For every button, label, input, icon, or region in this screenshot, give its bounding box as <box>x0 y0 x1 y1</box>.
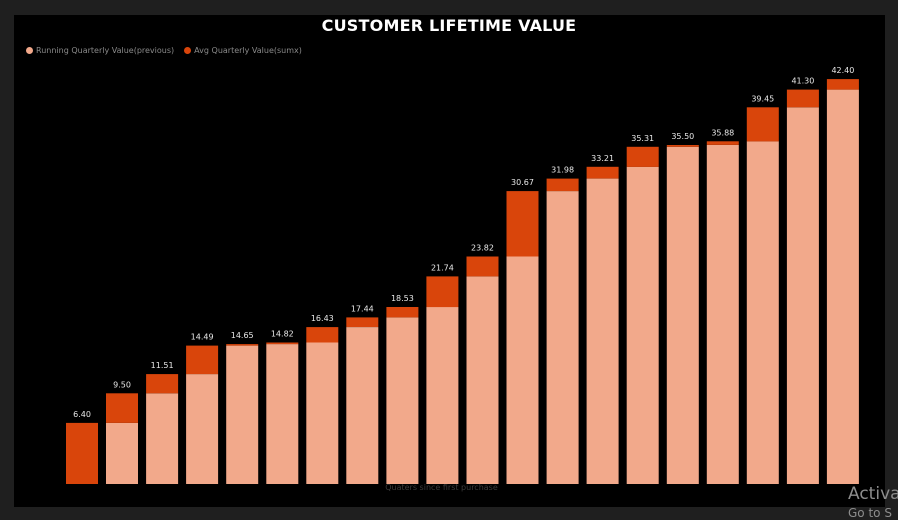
bar-running-segment[interactable] <box>746 141 779 485</box>
bar-running-segment[interactable] <box>786 107 819 485</box>
activation-watermark: Activa <box>848 484 898 504</box>
bar-total-label: 14.65 <box>231 331 254 340</box>
legend-item-avg[interactable]: Avg Quarterly Value(sumx) <box>184 46 302 55</box>
bar-running-segment[interactable] <box>506 256 539 485</box>
bar-total-label: 42.40 <box>831 66 854 75</box>
bar-total-label: 11.51 <box>151 361 174 370</box>
bar-total-label: 35.50 <box>671 132 694 141</box>
bar-avg-segment[interactable] <box>146 374 179 394</box>
bar-avg-segment[interactable] <box>586 166 619 179</box>
bar-total-label: 30.67 <box>511 178 534 187</box>
bar-total-label: 35.31 <box>631 134 654 143</box>
bar-avg-segment[interactable] <box>186 345 219 375</box>
bar-running-segment[interactable] <box>346 327 379 484</box>
bar-total-label: 18.53 <box>391 294 414 303</box>
bar-total-label: 14.82 <box>271 330 294 339</box>
bar-total-label: 16.43 <box>311 314 334 323</box>
bar-avg-segment[interactable] <box>706 141 739 145</box>
bar-running-segment[interactable] <box>626 166 659 485</box>
bar-running-segment[interactable] <box>546 191 579 484</box>
bar-avg-segment[interactable] <box>826 79 859 90</box>
bar-total-label: 14.49 <box>191 333 214 342</box>
x-axis-label: Quaters since first purchase <box>385 483 498 492</box>
bar-avg-segment[interactable] <box>106 393 138 423</box>
bar-running-segment[interactable] <box>186 374 219 484</box>
legend-marker-avg <box>184 46 192 54</box>
legend-label-avg: Avg Quarterly Value(sumx) <box>194 45 302 55</box>
bar-running-segment[interactable] <box>666 146 699 485</box>
bar-total-label: 21.74 <box>431 263 454 272</box>
bar-avg-segment[interactable] <box>666 145 699 147</box>
bar-running-segment[interactable] <box>106 422 138 484</box>
bar-avg-segment[interactable] <box>626 146 659 167</box>
chart-legend: Running Quarterly Value(previous) Avg Qu… <box>26 44 302 56</box>
bar-total-label: 6.40 <box>73 410 91 419</box>
legend-item-running[interactable]: Running Quarterly Value(previous) <box>26 46 174 55</box>
bar-avg-segment[interactable] <box>466 256 499 277</box>
bar-total-label: 23.82 <box>471 244 494 253</box>
bar-running-segment[interactable] <box>386 317 419 484</box>
bar-avg-segment[interactable] <box>546 178 579 192</box>
bar-running-segment[interactable] <box>306 342 339 485</box>
bar-total-label: 39.45 <box>751 94 774 103</box>
bar-avg-segment[interactable] <box>386 307 419 318</box>
bar-avg-segment[interactable] <box>306 327 339 343</box>
bar-running-segment[interactable] <box>466 276 499 484</box>
bar-total-label: 9.50 <box>113 380 131 389</box>
bar-avg-segment[interactable] <box>426 276 459 308</box>
bar-avg-segment[interactable] <box>346 317 379 327</box>
bar-avg-segment[interactable] <box>746 107 779 142</box>
bar-running-segment[interactable] <box>426 307 459 484</box>
activation-watermark-sub: Go to S <box>848 506 892 520</box>
bar-avg-segment[interactable] <box>66 422 98 484</box>
bar-total-label: 17.44 <box>351 304 374 313</box>
bar-running-segment[interactable] <box>146 393 179 484</box>
bar-avg-segment[interactable] <box>226 344 259 346</box>
legend-label-running: Running Quarterly Value(previous) <box>36 45 175 55</box>
chart-title: CUSTOMER LIFETIME VALUE <box>321 16 577 35</box>
bar-running-segment[interactable] <box>586 178 619 484</box>
bar-running-segment[interactable] <box>266 344 299 484</box>
bar-running-segment[interactable] <box>226 345 259 484</box>
bar-total-label: 35.88 <box>711 128 734 137</box>
bar-avg-segment[interactable] <box>506 191 539 257</box>
bar-avg-segment[interactable] <box>266 342 299 345</box>
bar-avg-segment[interactable] <box>786 89 819 108</box>
bar-running-segment[interactable] <box>706 145 739 484</box>
bar-total-label: 41.30 <box>791 77 814 86</box>
legend-marker-running <box>26 46 33 54</box>
bar-total-label: 33.21 <box>591 154 614 163</box>
bar-running-segment[interactable] <box>826 89 859 484</box>
bar-total-label: 31.98 <box>551 166 574 175</box>
